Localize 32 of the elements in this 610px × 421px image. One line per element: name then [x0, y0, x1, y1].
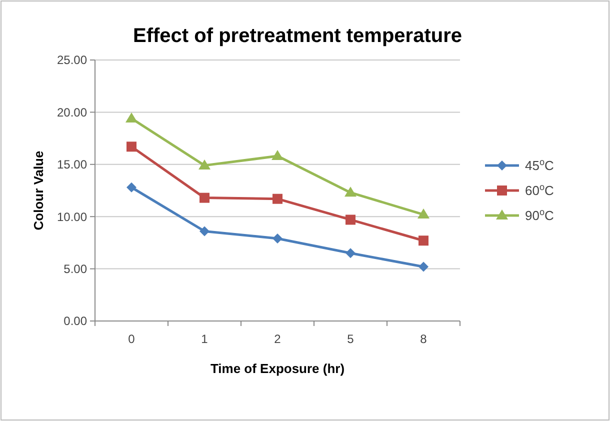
point: [346, 248, 356, 258]
legend-label: 60$^{o}$C: [525, 182, 554, 198]
y-tick-label: 10.00: [56, 210, 88, 224]
point: [418, 236, 428, 246]
x-tick-label: 0: [128, 332, 136, 346]
point: [198, 159, 210, 170]
y-axis-title: Colour Value: [31, 150, 46, 230]
point: [272, 194, 282, 204]
point: [418, 208, 430, 219]
point: [344, 186, 356, 197]
point: [200, 226, 210, 236]
x-tick-label: 2: [274, 332, 282, 346]
x-tick-label: 1: [201, 332, 208, 346]
chart-title: Effect of pretreatment temperature: [133, 25, 462, 47]
x-tick-label: 5: [347, 332, 354, 346]
point: [200, 192, 210, 203]
y-tick-label: 0.00: [64, 314, 88, 328]
y-tick-label: 25.00: [56, 53, 88, 68]
point: [346, 214, 356, 225]
point: [272, 150, 284, 160]
point: [126, 182, 136, 192]
point: [126, 142, 136, 152]
point: [126, 112, 138, 122]
point: [272, 234, 282, 244]
y-tick-label: 20.00: [56, 105, 88, 120]
x-tick-label: 8: [420, 332, 428, 346]
y-tick-label: 5.00: [64, 262, 88, 276]
legend-label: 90$^{o}$C: [525, 207, 554, 224]
y-tick-label: 15.00: [56, 158, 88, 172]
legend-label: 45$^{o}$C: [525, 157, 554, 174]
x-axis-title: Time of Exposure (hr): [210, 361, 345, 376]
point: [418, 262, 428, 272]
